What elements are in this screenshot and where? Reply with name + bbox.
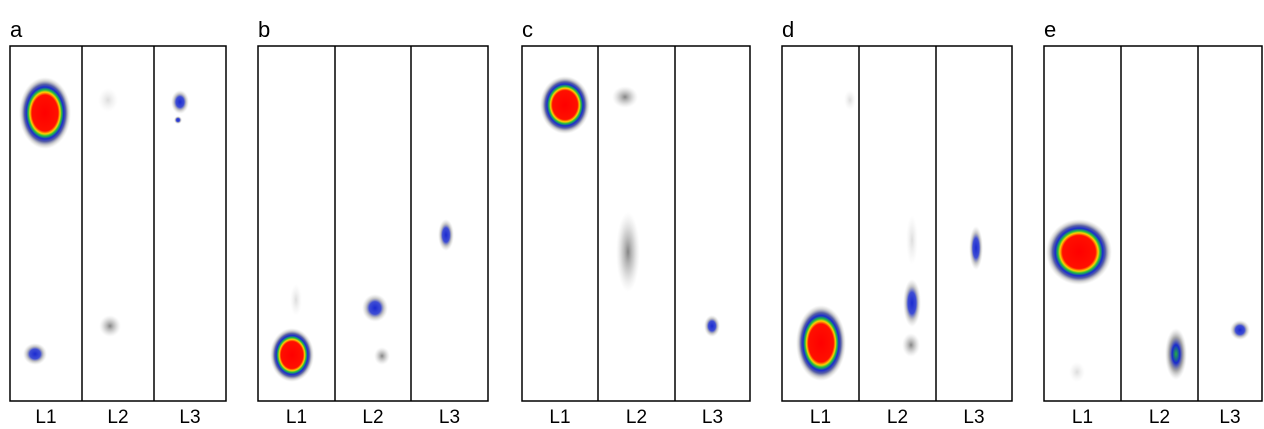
spot — [902, 333, 920, 357]
panel-frame — [9, 45, 227, 402]
lane-label: L1 — [1072, 407, 1093, 428]
lane-label: L1 — [810, 407, 831, 428]
lane-label: L3 — [439, 407, 460, 428]
spot — [270, 328, 314, 382]
panel-frame — [1043, 45, 1263, 402]
spot — [99, 315, 121, 337]
panel-label: e — [1044, 17, 1056, 42]
spot — [438, 219, 454, 251]
spot — [98, 88, 118, 112]
spot — [174, 116, 182, 124]
spot — [362, 294, 388, 322]
spot — [1069, 362, 1085, 382]
spot — [796, 305, 846, 381]
spot — [1165, 328, 1187, 380]
panel-frame — [521, 45, 751, 402]
spot — [19, 77, 71, 149]
lane-label: L2 — [362, 407, 383, 428]
panel-label: a — [10, 17, 23, 42]
panel-label: c — [522, 17, 533, 42]
lane-label: L2 — [107, 407, 128, 428]
spot — [374, 347, 390, 365]
lane-label: L2 — [626, 407, 647, 428]
panel-label: b — [258, 17, 270, 42]
lane-label: L3 — [179, 407, 200, 428]
spot — [906, 215, 918, 265]
lane-label: L2 — [1149, 407, 1170, 428]
panel-frame — [257, 45, 489, 402]
lane-label: L3 — [702, 407, 723, 428]
spot — [1230, 320, 1250, 340]
lane-label: L3 — [963, 407, 984, 428]
lane-label: L2 — [887, 407, 908, 428]
spot — [23, 343, 47, 365]
spot — [290, 284, 302, 316]
lane-label: L1 — [549, 407, 570, 428]
spot — [844, 90, 856, 110]
spot — [704, 315, 720, 337]
lane-label: L1 — [286, 407, 307, 428]
spot — [903, 279, 921, 327]
spot — [540, 76, 590, 134]
spot — [1046, 219, 1112, 285]
lane-label: L1 — [35, 407, 56, 428]
spot — [612, 86, 638, 108]
spot — [616, 212, 640, 292]
spot — [969, 226, 983, 270]
lane-label: L3 — [1219, 407, 1240, 428]
panel-frame — [781, 45, 1013, 402]
panel-label: d — [782, 17, 794, 42]
spot — [171, 90, 189, 114]
